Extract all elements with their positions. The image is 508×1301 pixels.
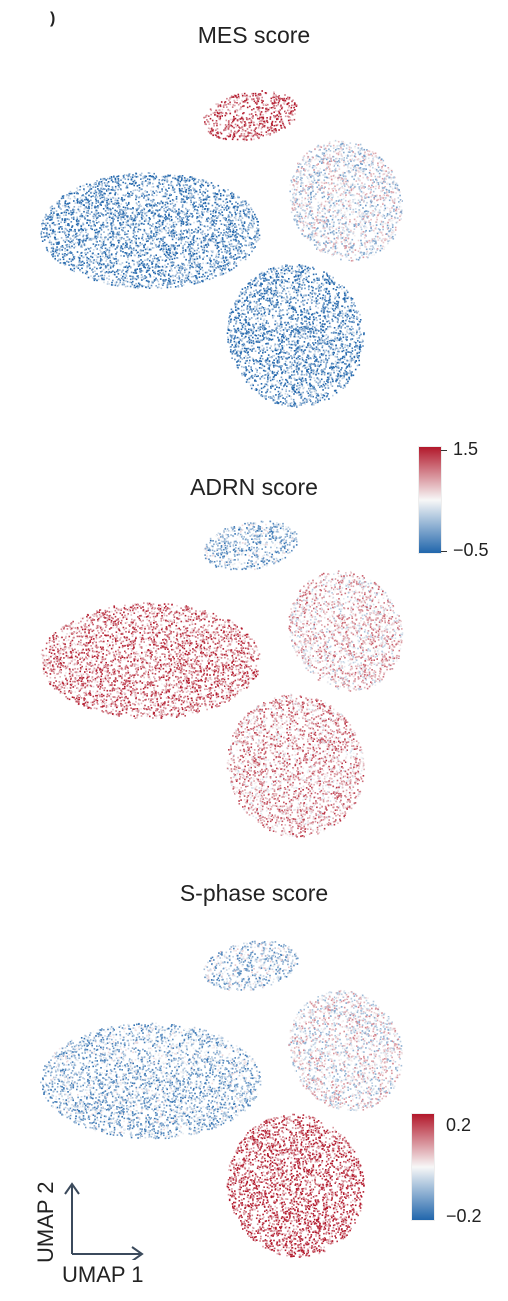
cluster-left-cluster (40, 602, 261, 719)
cluster-upper-right-arm (289, 139, 403, 262)
umap-axis-arrows (64, 1182, 144, 1260)
cluster-lower-right-cluster (226, 264, 365, 408)
cluster-lower-right-cluster (226, 1113, 365, 1258)
cluster-top-cluster (203, 90, 298, 142)
x-axis-label: UMAP 1 (62, 1262, 144, 1288)
colorbar-min-label: −0.5 (453, 540, 489, 561)
y-axis-label: UMAP 2 (33, 1181, 59, 1263)
colorbar-max-label: 1.5 (453, 439, 478, 460)
panel-letter: ) (50, 10, 55, 28)
s-phase-umap-plot (40, 940, 403, 1258)
cluster-upper-right-arm (288, 989, 403, 1112)
colorbar2-min-label: −0.2 (446, 1206, 482, 1227)
s-phase-colorbar (411, 1113, 435, 1221)
cluster-upper-right-arm (288, 570, 404, 692)
mes-umap-plot (40, 90, 403, 408)
mes-adrn-colorbar (418, 446, 442, 554)
cluster-left-cluster (40, 172, 261, 290)
cluster-top-cluster (203, 940, 299, 991)
adrn-umap-plot (40, 520, 404, 838)
cluster-top-cluster (203, 520, 298, 571)
adrn-score-title: ADRN score (0, 474, 508, 501)
colorbar2-max-label: 0.2 (446, 1115, 471, 1136)
cluster-lower-right-cluster (226, 693, 365, 838)
cluster-left-cluster (40, 1022, 262, 1140)
s-phase-score-title: S-phase score (0, 880, 508, 907)
mes-score-title: MES score (0, 22, 508, 49)
